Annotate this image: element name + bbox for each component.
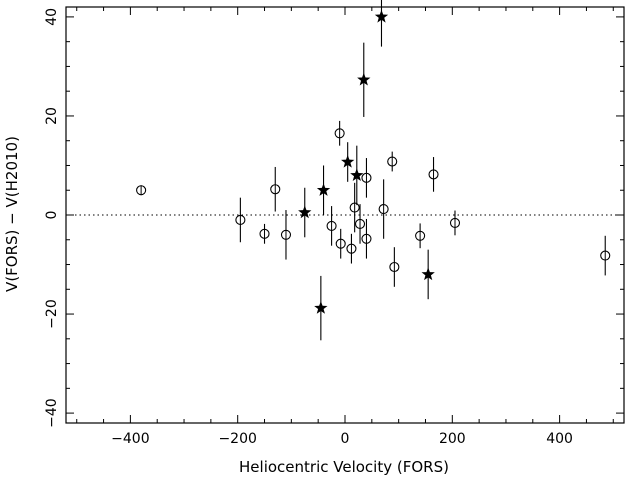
data-point-star (421, 267, 435, 281)
x-tick-label: 0 (341, 431, 350, 447)
data-point-star (298, 205, 312, 219)
y-tick-label: 20 (44, 107, 60, 125)
data-point-star (341, 155, 355, 168)
data-point-star (350, 168, 364, 182)
x-axis-label: Heliocentric Velocity (FORS) (239, 458, 449, 476)
y-tick-label: −20 (44, 299, 60, 329)
data-point-star (316, 183, 331, 196)
data-point-star (374, 9, 389, 23)
x-tick-label: 200 (439, 431, 466, 447)
y-tick-label: 0 (44, 211, 60, 220)
data-point-star (314, 301, 328, 314)
x-tick-label: −400 (111, 431, 149, 447)
y-tick-label: 40 (44, 8, 60, 26)
data-point-star (357, 72, 371, 86)
y-tick-label: −40 (44, 398, 60, 428)
x-tick-label: 400 (546, 431, 573, 447)
y-axis-label: V(FORS) − V(H2010) (3, 136, 21, 292)
x-tick-label: −200 (218, 431, 256, 447)
